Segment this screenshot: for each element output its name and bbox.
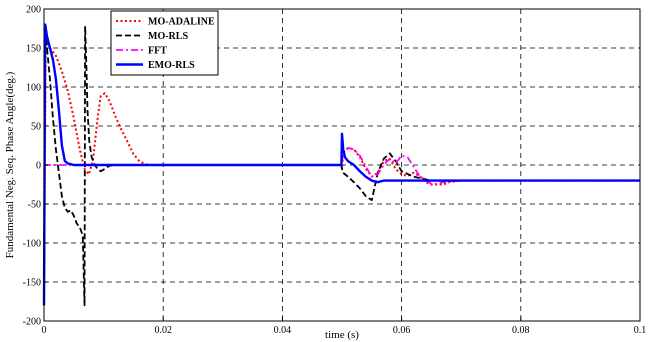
x-axis-label: time (s) xyxy=(325,329,359,341)
series-line-fft xyxy=(44,146,640,185)
series-line-emo-rls xyxy=(42,23,640,306)
x-tick-label: 0 xyxy=(42,325,47,336)
legend: MO-ADALINE MO-RLS FFT EMO-RLS xyxy=(110,10,219,76)
tick-labels: 0 0.02 0.04 0.06 0.08 0.1 -200 -150 -100 -50 0 50 10… xyxy=(23,5,647,337)
legend-label: EMO-RLS xyxy=(148,60,195,71)
plot-area xyxy=(42,23,640,307)
y-axis-label: Fundamental Neg. Seq. Phase Angle(deg.) xyxy=(4,71,16,258)
y-tick-label: -100 xyxy=(23,239,41,250)
y-tick-label: -50 xyxy=(28,200,41,211)
y-tick-label: 200 xyxy=(26,5,41,16)
y-tick-label: -200 xyxy=(23,317,41,328)
legend-label: MO-RLS xyxy=(148,31,188,42)
x-tick-label: 0.08 xyxy=(512,325,530,336)
x-tick-label: 0.04 xyxy=(274,325,292,336)
x-tick-label: 0.06 xyxy=(393,325,411,336)
x-tick-label: 0.02 xyxy=(154,325,172,336)
legend-label: FFT xyxy=(148,46,167,57)
y-tick-label: 100 xyxy=(26,83,41,94)
y-tick-label: -150 xyxy=(23,278,41,289)
y-tick-label: 150 xyxy=(26,44,41,55)
y-tick-label: 0 xyxy=(36,161,41,172)
series-line-mo-rls xyxy=(43,25,640,307)
y-tick-label: 50 xyxy=(31,122,41,133)
x-tick-label: 0.1 xyxy=(634,325,647,336)
legend-label: MO-ADALINE xyxy=(148,17,215,28)
